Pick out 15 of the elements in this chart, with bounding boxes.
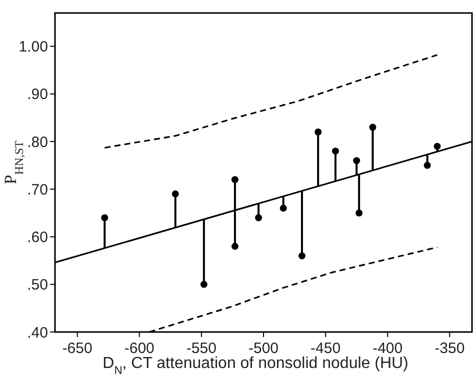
y-tick-label: .90: [27, 86, 48, 104]
x-tick-label: -350: [434, 340, 465, 357]
x-tick-label: -550: [186, 340, 216, 357]
x-tick-label: -600: [124, 340, 154, 357]
y-tick-label: .40: [27, 324, 48, 342]
y-tick-label: .50: [27, 276, 48, 294]
y-tick-label: .60: [27, 229, 48, 246]
x-tick-label: -400: [372, 340, 403, 357]
y-tick-label: .80: [27, 134, 48, 151]
x-tick-label: -500: [248, 340, 279, 357]
x-tick-label: -650: [62, 340, 92, 357]
x-tick-label: -450: [310, 340, 341, 357]
x-axis-title: D$_{N}$, CT attenuation of nonsolid nodule (HU): [102, 355, 408, 377]
y-tick-label: 1.00: [18, 38, 48, 56]
y-tick-label: .70: [27, 181, 48, 198]
